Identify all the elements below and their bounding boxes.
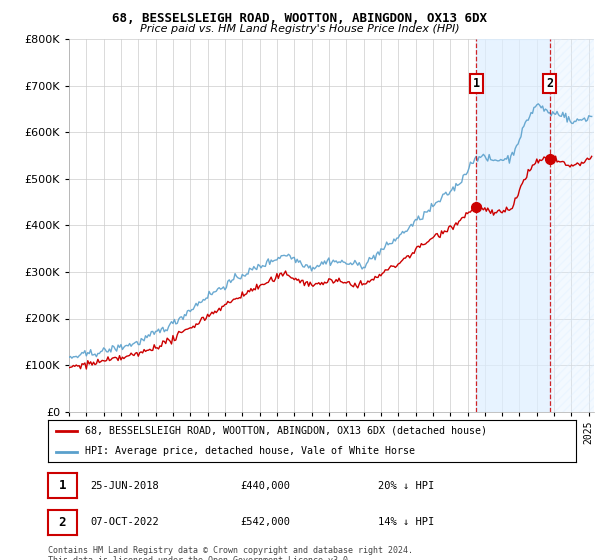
Text: 68, BESSELSLEIGH ROAD, WOOTTON, ABINGDON, OX13 6DX: 68, BESSELSLEIGH ROAD, WOOTTON, ABINGDON…	[113, 12, 487, 25]
Text: HPI: Average price, detached house, Vale of White Horse: HPI: Average price, detached house, Vale…	[85, 446, 415, 456]
Text: 68, BESSELSLEIGH ROAD, WOOTTON, ABINGDON, OX13 6DX (detached house): 68, BESSELSLEIGH ROAD, WOOTTON, ABINGDON…	[85, 426, 487, 436]
Text: 1: 1	[473, 77, 480, 90]
Text: 25-JUN-2018: 25-JUN-2018	[90, 481, 159, 491]
Text: £542,000: £542,000	[240, 517, 290, 527]
Bar	[550, 39, 594, 412]
Text: 2: 2	[59, 516, 66, 529]
Text: 14% ↓ HPI: 14% ↓ HPI	[378, 517, 434, 527]
Text: 2: 2	[546, 77, 553, 90]
Text: 20% ↓ HPI: 20% ↓ HPI	[378, 481, 434, 491]
Text: £440,000: £440,000	[240, 481, 290, 491]
Text: Price paid vs. HM Land Registry's House Price Index (HPI): Price paid vs. HM Land Registry's House …	[140, 24, 460, 34]
Bar	[476, 39, 550, 412]
Text: Contains HM Land Registry data © Crown copyright and database right 2024.
This d: Contains HM Land Registry data © Crown c…	[48, 546, 413, 560]
Text: 1: 1	[59, 479, 66, 492]
Text: 07-OCT-2022: 07-OCT-2022	[90, 517, 159, 527]
